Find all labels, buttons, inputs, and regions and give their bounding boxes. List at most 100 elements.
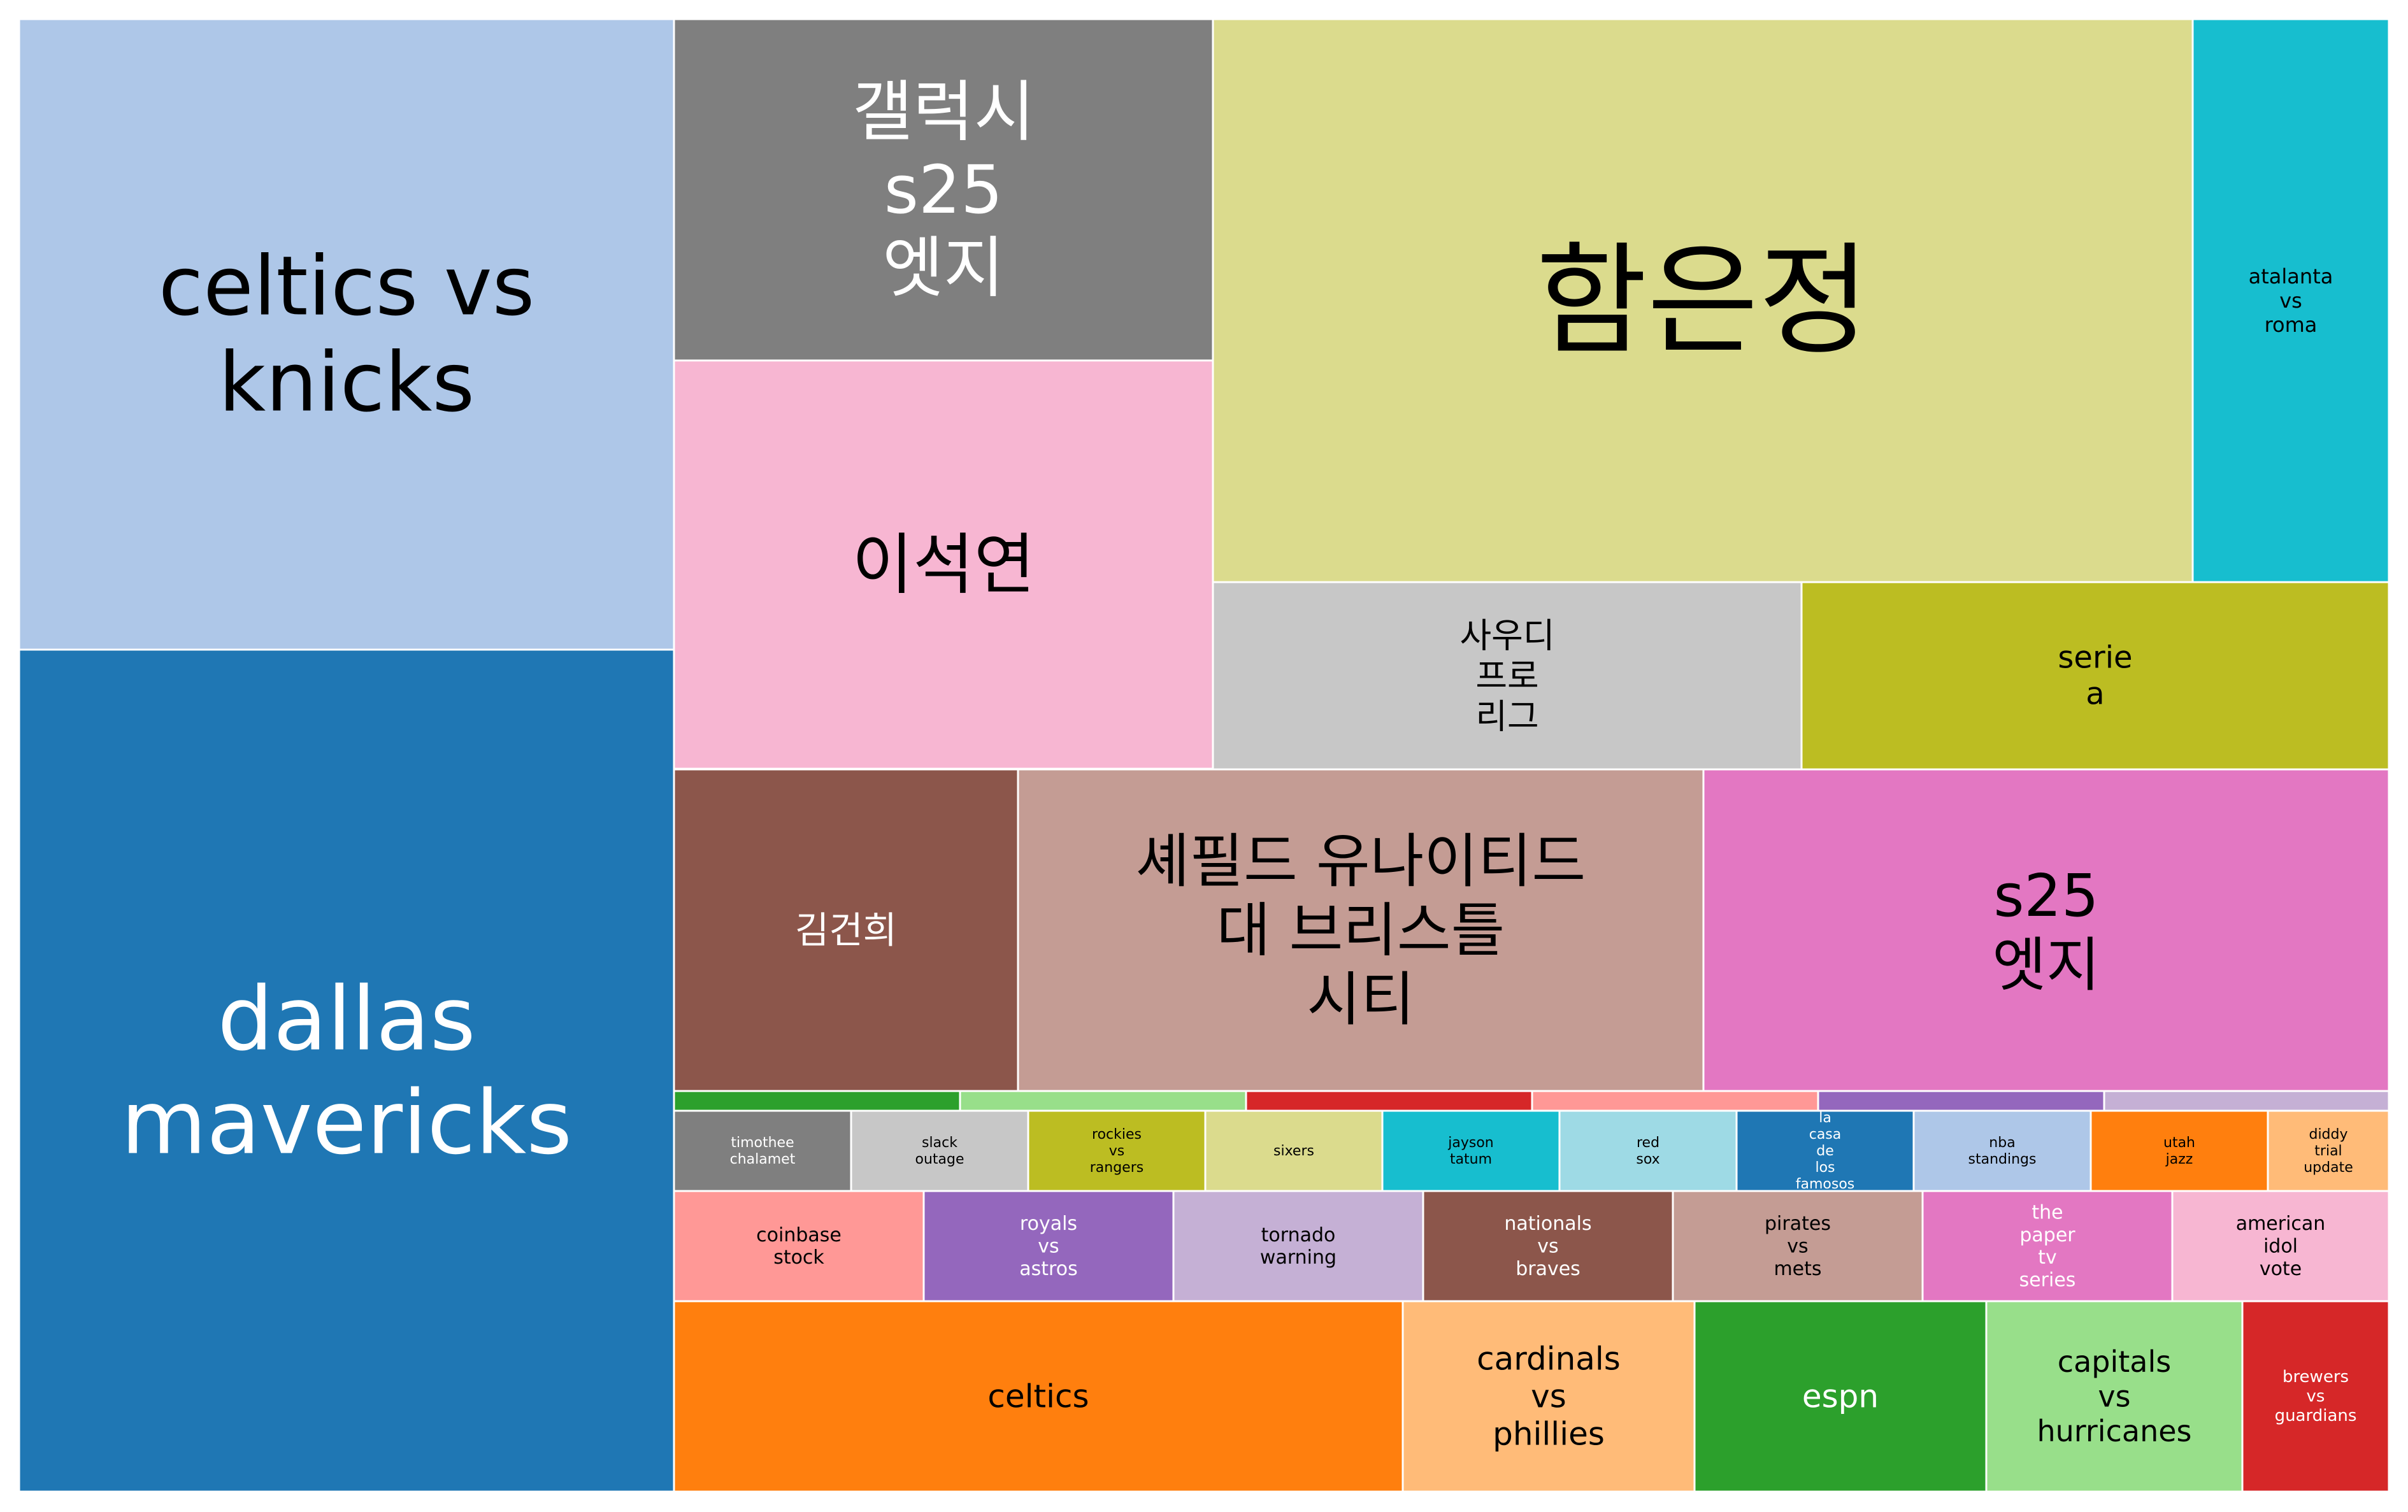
treemap-label-s25: 갤럭시 s25 엣지 [852, 73, 1035, 306]
treemap-tile-item-13 [1245, 1090, 1533, 1112]
treemap-label-line: mavericks [121, 1071, 572, 1174]
treemap-label-line: los [1815, 1159, 1835, 1175]
treemap-tile-item-9 [1017, 768, 1705, 1092]
treemap-label-line: coinbase [756, 1223, 842, 1246]
treemap-label-line: la [1819, 1110, 1831, 1126]
treemap-label-line: astros [1019, 1257, 1077, 1280]
treemap-label-line: diddy [2309, 1127, 2347, 1143]
treemap-label-line: braves [1516, 1257, 1580, 1280]
treemap-label-line: cardinals [1477, 1341, 1621, 1378]
treemap-tile-jayson-tatum [1381, 1109, 1561, 1192]
treemap-label-line: s25 [884, 151, 1003, 229]
treemap-tile-celtics [673, 1300, 1404, 1493]
treemap-tile-pirates-vs-mets [1672, 1190, 1924, 1302]
treemap-label-line: s25 [1994, 862, 2099, 930]
treemap-tile-item-8 [673, 768, 1019, 1092]
treemap-tile-utah-jazz [2089, 1109, 2269, 1192]
treemap-tile-item-6 [1212, 581, 1803, 771]
treemap-tile-nationals-vs-braves [1422, 1190, 1674, 1302]
treemap-tile-dallas-mavericks [18, 648, 675, 1493]
treemap-label-line: royals [1020, 1213, 1077, 1235]
treemap-tile-coinbase-stock [673, 1190, 925, 1302]
treemap-label-line: espn [1802, 1378, 1879, 1415]
treemap-tile-brewers-vs-guardians [2241, 1300, 2390, 1493]
treemap-tile-capitals-vs-hurricanes [1985, 1300, 2244, 1493]
treemap-label-line: idol [2263, 1235, 2298, 1257]
treemap-label-line: timothee [731, 1135, 794, 1151]
treemap-label-line: vs [2098, 1380, 2130, 1414]
treemap-label-nationals-vs-braves: nationals vs braves [1504, 1213, 1591, 1280]
treemap-label-la-casa-de-los-famosos: la casa de los famosos [1796, 1110, 1855, 1192]
treemap-label-line: slack [922, 1135, 957, 1151]
treemap-label-celtics-vs-knicks: celtics vs knicks [159, 239, 535, 430]
treemap-label-line: jazz [2165, 1151, 2193, 1167]
treemap-label-pirates-vs-mets: pirates vs mets [1765, 1213, 1831, 1280]
treemap-label-line: phillies [1493, 1416, 1605, 1453]
treemap-label-tornado-warning: tornado warning [1260, 1223, 1337, 1268]
treemap-label-line: rockies [1092, 1127, 1142, 1143]
treemap-tile-item-12 [959, 1090, 1247, 1112]
treemap-label-royals-vs-astros: royals vs astros [1019, 1213, 1077, 1280]
treemap-label-line: sox [1636, 1151, 1659, 1167]
treemap-label-line: 엣지 [1992, 931, 2100, 999]
treemap-label-line: vs [1537, 1235, 1558, 1257]
treemap-tile-item-11 [673, 1090, 961, 1112]
treemap-label-line: celtics [987, 1378, 1089, 1415]
treemap-label-line: standings [1968, 1151, 2037, 1167]
treemap-label-item-4: 함은정 [1536, 231, 1870, 371]
treemap-label-line: dallas [217, 967, 475, 1070]
treemap-label-line: stock [773, 1246, 824, 1269]
treemap-label-line: 대 브리스틀 [1217, 896, 1505, 964]
treemap-label-line: de [1816, 1143, 1834, 1159]
treemap-label-line: jayson [1447, 1135, 1493, 1151]
treemap-label-american-idol-vote: american idol vote [2236, 1213, 2326, 1280]
treemap-label-line: vs [1038, 1235, 1059, 1257]
treemap-tile-celtics-vs-knicks [18, 18, 675, 651]
treemap-tile-item-4 [1212, 18, 2194, 583]
treemap-label-line: red [1637, 1135, 1659, 1151]
treemap-label-line: capitals [2058, 1344, 2171, 1379]
treemap-label-line: tatum [1450, 1151, 1492, 1167]
treemap-label-line: vs [1109, 1143, 1124, 1159]
treemap-label-jayson-tatum: jayson tatum [1447, 1135, 1493, 1167]
treemap-label-timothee-chalamet: timothee chalamet [730, 1135, 796, 1167]
treemap-tile-the-paper-tv-series [1921, 1190, 2174, 1302]
treemap-tile-la-casa-de-los-famosos [1735, 1109, 1915, 1192]
treemap-label-line: 김건희 [795, 909, 897, 952]
treemap-label-line: 리그 [1475, 696, 1538, 736]
treemap-label-line: casa [1809, 1127, 1842, 1143]
treemap-label-diddy-trial-update: diddy trial update [2304, 1127, 2353, 1176]
treemap-label-line: a [2086, 676, 2104, 711]
treemap-label-celtics: celtics [987, 1378, 1089, 1415]
treemap-label-line: knicks [219, 335, 475, 430]
treemap-label-line: serie [2058, 640, 2132, 676]
treemap-label-item-3: 이석연 [852, 526, 1035, 604]
treemap-label-slack-outage: slack outage [915, 1135, 964, 1167]
treemap-label-line: vs [2307, 1387, 2325, 1406]
treemap-label-line: outage [915, 1151, 964, 1167]
treemap-tile-s25 [1702, 768, 2390, 1092]
treemap-label-the-paper-tv-series: the paper tv series [2019, 1201, 2076, 1291]
treemap-label-line: vote [2260, 1257, 2302, 1280]
treemap-label-line: rangers [1090, 1159, 1143, 1175]
treemap-tile-cardinals-vs-phillies [1401, 1300, 1696, 1493]
treemap-tile-royals-vs-astros [922, 1190, 1175, 1302]
treemap-label-espn: espn [1802, 1378, 1879, 1415]
treemap-tile-american-idol-vote [2171, 1190, 2390, 1302]
treemap-label-sixers: sixers [1273, 1143, 1314, 1159]
treemap-tile-nba-standings [1912, 1109, 2092, 1192]
treemap-label-line: nationals [1504, 1213, 1591, 1235]
treemap-label-line: utah [2163, 1135, 2195, 1151]
treemap-label-dallas-mavericks: dallas mavericks [121, 967, 572, 1174]
treemap-label-line: 시티 [1307, 966, 1414, 1034]
treemap-label-line: update [2304, 1159, 2353, 1175]
treemap-label-line: 함은정 [1536, 231, 1870, 371]
treemap-label-line: series [2019, 1269, 2076, 1291]
treemap-label-line: tornado [1261, 1223, 1336, 1246]
treemap-tile-item-14 [1531, 1090, 1819, 1112]
treemap-label-item-9: 셰필드 유나이티드 대 브리스틀 시티 [1136, 827, 1586, 1033]
treemap-tile-atalanta-vs-roma [2191, 18, 2390, 583]
treemap-label-line: 갤럭시 [852, 73, 1035, 150]
treemap-label-coinbase-stock: coinbase stock [756, 1223, 842, 1268]
